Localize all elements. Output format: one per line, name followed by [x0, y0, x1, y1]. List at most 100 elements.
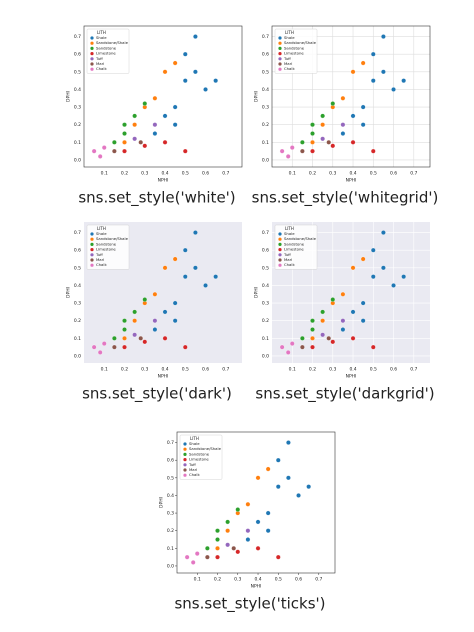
x-tick-label: 0.2	[121, 171, 128, 177]
legend-box	[86, 224, 130, 270]
y-tick-label: 0.1	[262, 140, 269, 146]
scatter-point	[370, 344, 376, 350]
caption: sns.set_style('dark')	[82, 385, 232, 404]
scatter-point	[184, 554, 190, 560]
legend-label: Chalk	[189, 472, 200, 477]
scatter-point	[122, 335, 127, 341]
legend-label: Shale	[284, 35, 295, 40]
scatter-point	[265, 510, 271, 516]
scatter-point	[172, 318, 178, 324]
scatter-point	[340, 291, 346, 297]
scatter-point	[255, 545, 261, 551]
x-tick-label: 0.4	[161, 367, 168, 373]
legend-label: Limestone	[284, 51, 304, 56]
scatter-point	[193, 69, 198, 75]
x-tick-label: 0.4	[349, 171, 356, 177]
y-tick-label: 0.3	[262, 301, 269, 307]
x-tick-label: 0.6	[390, 171, 397, 177]
legend-label: Tuff	[188, 462, 196, 467]
scatter-point	[401, 274, 407, 279]
scatter-point	[360, 122, 366, 128]
x-tick-label: 0.1	[101, 171, 108, 177]
legend-label: Limestone	[96, 51, 116, 56]
scatter-point	[286, 475, 291, 481]
scatter-point	[122, 327, 127, 332]
legend-marker	[183, 452, 187, 456]
y-tick-label: 0.5	[262, 265, 269, 271]
scatter-point	[172, 256, 178, 262]
scatter-point	[300, 139, 305, 145]
scatter-point	[122, 139, 127, 145]
x-axis-label: NPHI	[158, 374, 169, 380]
scatter-point	[215, 528, 220, 534]
scatter-point	[225, 528, 230, 534]
y-tick-label: 0.2	[167, 528, 174, 534]
scatter-point	[213, 274, 219, 279]
x-axis-label: NPHI	[346, 178, 357, 184]
scatter-point	[193, 34, 198, 39]
legend-marker	[183, 463, 187, 467]
x-tick-label: 0.6	[202, 171, 209, 177]
y-tick-label: 0.4	[167, 493, 174, 499]
scatter-point	[381, 34, 386, 39]
scatter-point	[381, 265, 386, 271]
scatter-point	[265, 528, 271, 534]
scatter-point	[122, 148, 127, 154]
legend-marker	[278, 62, 282, 66]
scatter-point	[245, 537, 251, 542]
scatter-point	[330, 143, 336, 149]
legend-marker	[278, 57, 282, 61]
y-tick-label: 0.0	[167, 563, 174, 569]
legend-marker	[278, 253, 282, 257]
scatter-point	[340, 327, 346, 332]
x-axis-label: NPHI	[158, 178, 169, 184]
scatter-point	[193, 265, 198, 271]
scatter-point	[162, 265, 168, 271]
scatter-point	[360, 104, 366, 110]
legend-label: Sandstone	[284, 45, 305, 50]
x-tick-label: 0.2	[214, 577, 221, 583]
legend-marker	[278, 67, 282, 71]
scatter-point	[162, 69, 168, 75]
scatter-point	[231, 545, 237, 551]
legend-title: LITH	[285, 226, 294, 231]
legend-marker	[90, 52, 94, 56]
axes-frame	[271, 25, 431, 168]
legend-label: Sandstone/Shale	[96, 236, 129, 241]
x-tick-label: 0.6	[390, 367, 397, 373]
legend-label: Sandstone	[96, 45, 117, 50]
scatter-point	[112, 335, 117, 341]
y-tick-label: 0.0	[74, 353, 81, 359]
y-tick-label: 0.0	[74, 157, 81, 163]
scatter-point	[152, 122, 158, 128]
scatter-point	[340, 318, 346, 324]
scatter-point	[122, 131, 127, 136]
scatter-point	[225, 542, 230, 548]
x-axis-label: NPHI	[346, 374, 357, 380]
scatter-point	[360, 300, 366, 306]
scatter-point	[122, 344, 127, 350]
scatter-point	[205, 554, 210, 560]
scatter-point	[152, 291, 158, 297]
legend-label: Tuff	[95, 56, 103, 61]
legend-box	[274, 224, 318, 270]
x-tick-label: 0.4	[161, 171, 168, 177]
legend-label: Marl	[284, 61, 292, 66]
legend-marker	[90, 263, 94, 267]
x-tick-label: 0.6	[295, 577, 302, 583]
scatter-point	[370, 148, 376, 154]
caption: sns.set_style('ticks')	[174, 595, 325, 614]
x-tick-label: 0.7	[222, 171, 229, 177]
legend-label: Marl	[96, 61, 104, 66]
scatter-point	[112, 148, 117, 154]
y-axis-label: DPHI	[254, 287, 260, 298]
scatter-point	[320, 318, 325, 324]
y-tick-label: 0.7	[262, 230, 269, 236]
scatter-point	[350, 69, 356, 75]
scatter-point	[350, 309, 356, 315]
scatter-point	[193, 230, 198, 235]
scatter-point	[310, 327, 315, 332]
scatter-point	[310, 318, 315, 324]
scatter-point	[310, 122, 315, 128]
legend-marker	[90, 237, 94, 241]
